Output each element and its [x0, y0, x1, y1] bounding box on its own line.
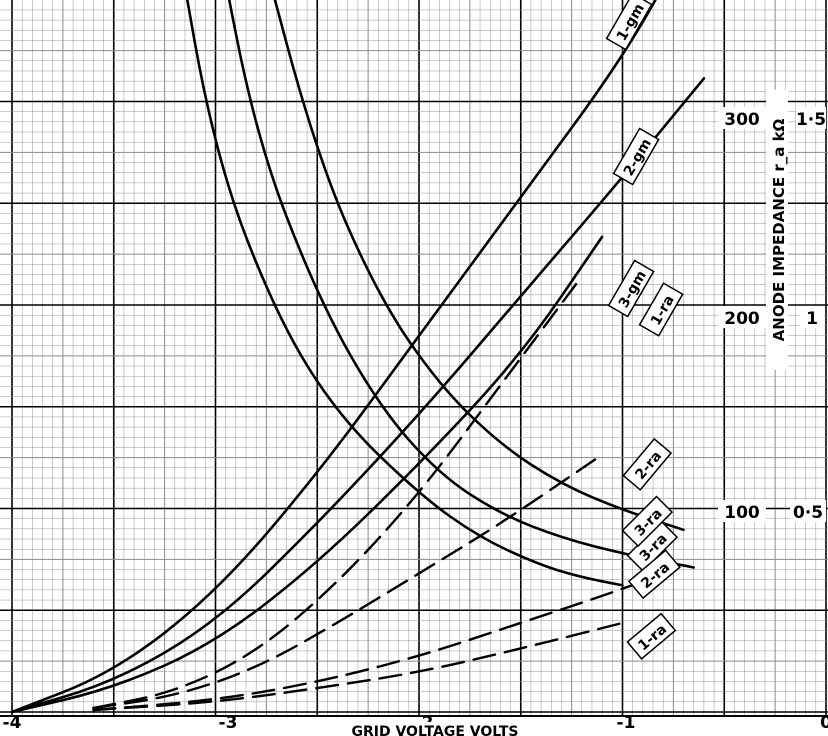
x-tick--4: -4	[3, 713, 22, 733]
x-tick--3: -3	[219, 713, 238, 733]
secondary-tick-1-5: 1·5	[796, 110, 826, 130]
series-line-1-gm-0	[10, 0, 657, 714]
series-line-3-ra-5	[92, 568, 675, 712]
y-axis-label: ANODE IMPEDANCE r_a kΩ	[770, 118, 788, 341]
right-tick-100: 100	[724, 503, 760, 523]
secondary-tick-1: 1	[806, 309, 818, 329]
series-line-2-ra-4	[92, 453, 604, 710]
secondary-tick-0-5: 0·5	[793, 503, 823, 523]
right-tick-300: 300	[724, 110, 760, 130]
series-line-3-gm-2	[10, 235, 604, 714]
series-line-3-ra-9	[273, 0, 685, 532]
x-tick-0: 0	[820, 713, 828, 733]
series-line-2-ra-8	[227, 0, 695, 569]
series-line-1-ra-7	[185, 0, 624, 587]
right-tick-200: 200	[724, 309, 760, 329]
x-axis-label: GRID VOLTAGE VOLTS	[351, 724, 518, 736]
series-line-1-ra-3	[92, 275, 583, 710]
x-tick--1: -1	[617, 713, 636, 733]
series-line-1-ra-6	[92, 621, 624, 712]
chart-series	[10, 0, 706, 714]
